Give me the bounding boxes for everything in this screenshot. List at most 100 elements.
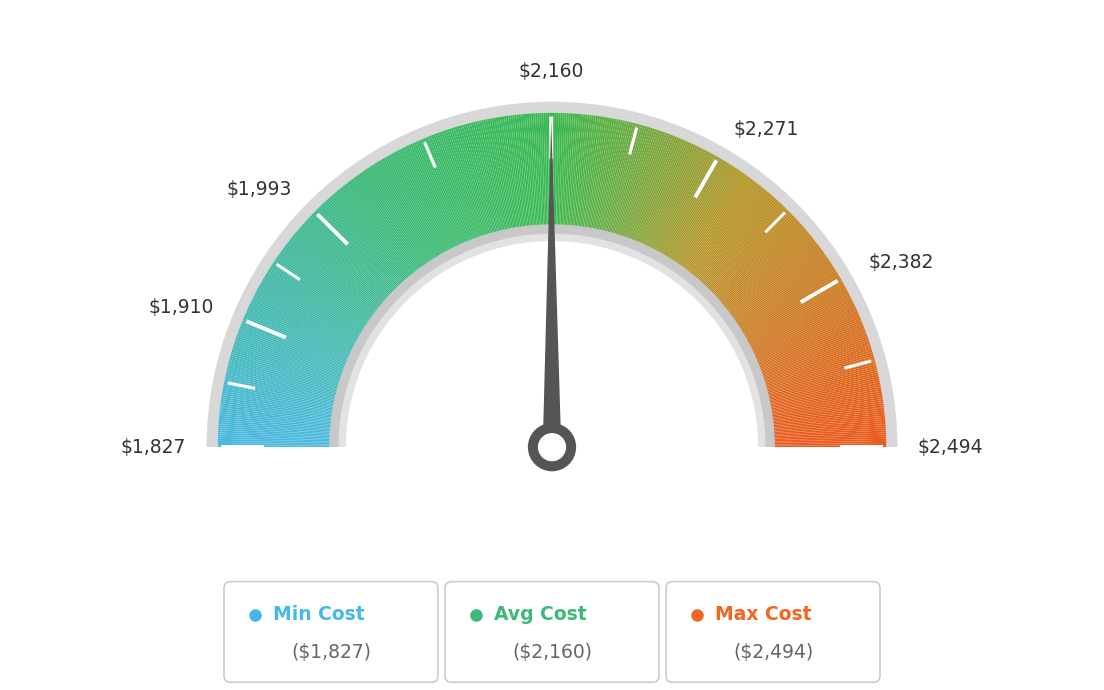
Wedge shape — [752, 352, 873, 389]
Wedge shape — [656, 157, 721, 268]
Wedge shape — [258, 286, 370, 348]
Wedge shape — [477, 121, 507, 244]
Wedge shape — [227, 366, 350, 398]
Wedge shape — [605, 124, 639, 246]
Wedge shape — [744, 320, 862, 369]
Wedge shape — [517, 115, 531, 240]
Wedge shape — [224, 380, 348, 407]
Wedge shape — [321, 204, 410, 297]
Wedge shape — [325, 201, 412, 295]
Wedge shape — [319, 206, 407, 298]
Wedge shape — [310, 215, 402, 304]
Wedge shape — [498, 117, 520, 242]
Wedge shape — [243, 318, 360, 368]
Wedge shape — [606, 124, 641, 247]
Wedge shape — [604, 124, 637, 246]
Wedge shape — [678, 180, 755, 282]
Wedge shape — [340, 187, 422, 286]
Wedge shape — [679, 183, 758, 284]
Wedge shape — [235, 340, 355, 382]
Wedge shape — [223, 384, 348, 409]
Wedge shape — [752, 354, 873, 391]
Wedge shape — [614, 128, 654, 249]
Wedge shape — [232, 350, 353, 388]
Wedge shape — [374, 163, 443, 270]
FancyBboxPatch shape — [224, 582, 438, 682]
Wedge shape — [758, 413, 884, 428]
Wedge shape — [735, 288, 847, 349]
Wedge shape — [229, 362, 351, 395]
Wedge shape — [716, 242, 817, 321]
Wedge shape — [287, 242, 388, 321]
Wedge shape — [350, 179, 427, 282]
Wedge shape — [353, 177, 429, 279]
Text: $2,494: $2,494 — [917, 437, 984, 457]
Wedge shape — [565, 113, 575, 239]
Wedge shape — [224, 378, 349, 406]
Wedge shape — [312, 213, 404, 302]
Wedge shape — [749, 338, 869, 380]
Wedge shape — [217, 437, 344, 442]
Wedge shape — [252, 297, 367, 355]
Wedge shape — [524, 114, 537, 240]
Wedge shape — [272, 263, 379, 333]
Wedge shape — [598, 121, 629, 245]
Wedge shape — [734, 286, 846, 348]
Wedge shape — [650, 152, 711, 264]
Wedge shape — [323, 202, 411, 295]
Wedge shape — [648, 150, 708, 263]
Wedge shape — [747, 334, 868, 378]
Wedge shape — [220, 405, 346, 422]
Wedge shape — [649, 151, 710, 264]
Wedge shape — [368, 167, 438, 274]
Wedge shape — [575, 115, 592, 241]
Wedge shape — [326, 199, 413, 294]
Wedge shape — [259, 284, 370, 347]
Wedge shape — [581, 116, 601, 242]
Wedge shape — [315, 210, 405, 301]
Wedge shape — [380, 159, 446, 269]
Wedge shape — [508, 115, 526, 241]
Wedge shape — [277, 256, 381, 329]
Wedge shape — [755, 376, 879, 404]
Wedge shape — [740, 305, 856, 359]
Wedge shape — [559, 113, 564, 239]
Wedge shape — [692, 201, 779, 295]
Wedge shape — [329, 224, 775, 447]
Wedge shape — [457, 126, 493, 248]
Wedge shape — [479, 121, 508, 244]
Text: ($2,160): ($2,160) — [512, 642, 592, 662]
Text: $1,993: $1,993 — [227, 180, 293, 199]
Text: $2,382: $2,382 — [868, 253, 934, 273]
Wedge shape — [682, 187, 764, 286]
Wedge shape — [425, 137, 475, 255]
Wedge shape — [756, 386, 881, 411]
Wedge shape — [556, 113, 561, 239]
Wedge shape — [754, 366, 877, 398]
Wedge shape — [502, 117, 522, 242]
Wedge shape — [473, 122, 505, 245]
Wedge shape — [641, 146, 698, 260]
Wedge shape — [352, 178, 428, 280]
Wedge shape — [718, 246, 820, 323]
Wedge shape — [364, 170, 436, 275]
Wedge shape — [469, 123, 501, 246]
Wedge shape — [552, 113, 554, 239]
Wedge shape — [220, 413, 346, 428]
Wedge shape — [529, 113, 539, 239]
Wedge shape — [268, 268, 376, 337]
Wedge shape — [235, 338, 355, 380]
Wedge shape — [295, 233, 393, 315]
Wedge shape — [709, 228, 806, 312]
Circle shape — [538, 433, 566, 462]
Wedge shape — [225, 372, 349, 402]
Wedge shape — [531, 113, 540, 239]
Wedge shape — [302, 223, 397, 308]
Wedge shape — [629, 137, 679, 255]
Wedge shape — [721, 253, 825, 327]
Wedge shape — [244, 315, 361, 366]
Wedge shape — [394, 151, 455, 264]
Wedge shape — [304, 221, 399, 308]
Wedge shape — [732, 279, 842, 344]
Wedge shape — [611, 126, 647, 248]
